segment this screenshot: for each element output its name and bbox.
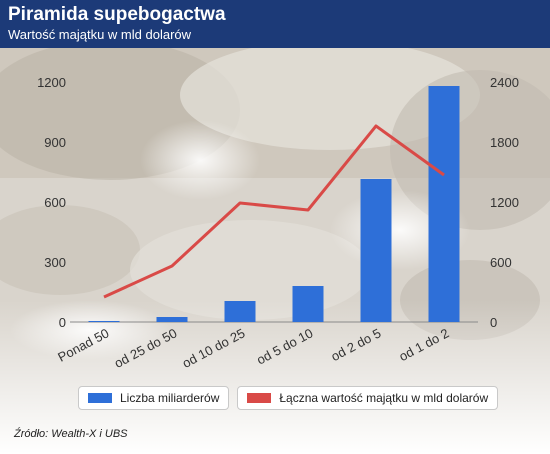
x-tick-label: od 10 do 25	[180, 325, 248, 370]
y-left-tick-label: 0	[59, 315, 66, 330]
bar	[88, 321, 120, 322]
y-right-tick-label: 2400	[490, 75, 519, 90]
bar	[156, 317, 188, 322]
x-tick-label: od 5 do 10	[254, 325, 315, 367]
chart-subtitle: Wartość majątku w mld dolarów	[8, 27, 192, 42]
legend-label-bars: Liczba miliarderów	[120, 391, 220, 405]
legend-swatch-line	[247, 393, 272, 403]
series-line	[103, 124, 445, 299]
bar	[360, 179, 392, 322]
x-tick-label: od 2 do 5	[328, 325, 383, 364]
y-left-tick-label: 600	[44, 195, 66, 210]
bar	[224, 301, 256, 322]
y-right-tick-label: 0	[490, 315, 497, 330]
x-tick-label: od 25 do 50	[112, 325, 180, 370]
legend-item-bars: Liczba miliarderów	[78, 386, 230, 410]
chart-legend: Liczba miliarderów Łączna wartość majątk…	[78, 386, 499, 410]
x-tick-label: Ponad 50	[55, 325, 111, 364]
chart-header: Piramida supebogactwa Wartość majątku w …	[0, 0, 550, 48]
y-left-tick-label: 1200	[37, 75, 66, 90]
chart-title: Piramida supebogactwa	[8, 4, 226, 25]
x-tick-label: od 1 do 2	[396, 325, 451, 364]
bar	[428, 86, 460, 322]
y-right-tick-label: 1800	[490, 135, 519, 150]
y-left-tick-label: 900	[44, 135, 66, 150]
y-right-tick-label: 1200	[490, 195, 519, 210]
y-right-tick-label: 600	[490, 255, 512, 270]
legend-swatch-bars	[88, 393, 112, 403]
source-note: Źródło: Wealth-X i UBS	[14, 428, 128, 440]
y-left-tick-label: 300	[44, 255, 66, 270]
legend-label-line: Łączna wartość majątku w mld dolarów	[279, 391, 489, 405]
legend-item-line: Łączna wartość majątku w mld dolarów	[237, 386, 499, 410]
bar	[292, 286, 324, 322]
